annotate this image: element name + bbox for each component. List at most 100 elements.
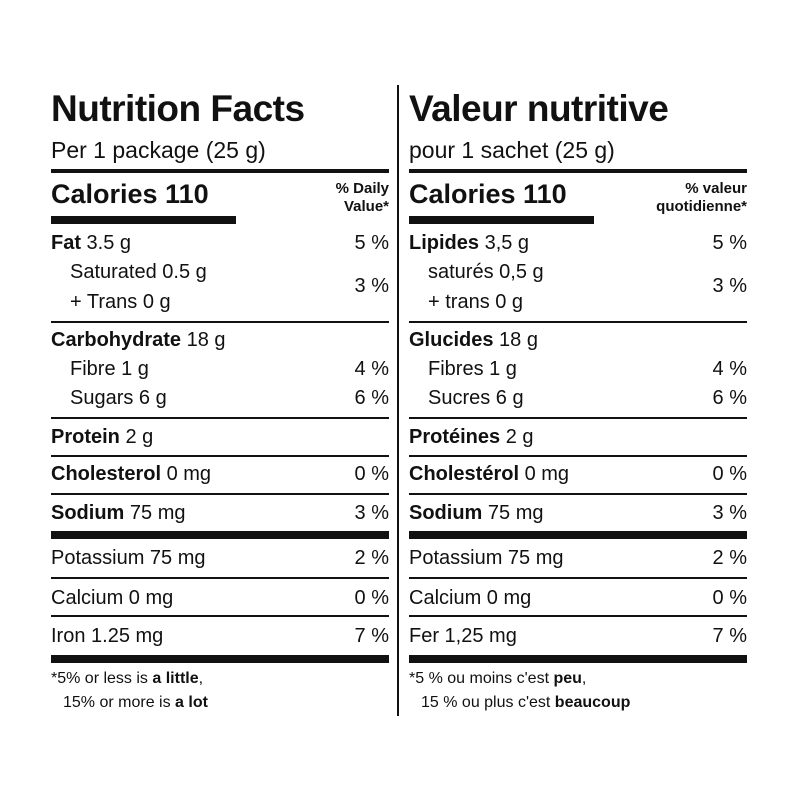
nutrient-name: Cholesterol (51, 463, 162, 485)
daily-value-percent: 6 % (712, 387, 747, 409)
divider-line (51, 615, 389, 617)
daily-value-percent: 5 % (712, 232, 747, 254)
divider-line (409, 321, 747, 323)
divider-line (51, 169, 389, 173)
daily-value-percent: 2 % (712, 547, 747, 569)
nutrient-amount: Saturated 0.5 g (70, 261, 207, 283)
nutrient-row: saturés 0,5 g (409, 260, 747, 284)
footnote: *5 % ou moins c'est peu, 15 % ou plus c'e… (409, 667, 630, 715)
daily-value-percent: 0 % (354, 587, 389, 609)
footnote-bold: a little (152, 670, 199, 687)
nutrient-amount: 18 g (181, 329, 226, 351)
nutrient-name: Glucides (409, 329, 494, 351)
nutrient-amount: Fibres 1 g (428, 358, 517, 380)
nutrient-amount: + Trans 0 g (70, 291, 171, 313)
divider-line (409, 615, 747, 617)
footnote-bold: a lot (175, 694, 208, 711)
divider-line (409, 455, 747, 457)
daily-value-percent: 0 % (712, 463, 747, 485)
footnote-bold: peu (553, 670, 582, 687)
footnote-text: , (198, 670, 204, 687)
nutrient-amount: Calcium 0 mg (409, 587, 532, 609)
nutrient-row: Potassium 75 mg 2 % (409, 546, 747, 570)
nutrient-amount: 3.5 g (81, 232, 132, 254)
divider-line (409, 577, 747, 579)
nutrient-name: Sodium (409, 502, 483, 524)
daily-value-percent: 3 % (354, 275, 389, 297)
nutrient-amount: 75 mg (124, 502, 186, 524)
footnote-text: 15 % ou plus c'est (421, 694, 555, 711)
nutrient-amount: Iron 1.25 mg (51, 625, 164, 647)
nutrient-amount: 3,5 g (479, 232, 530, 254)
nutrition-facts-french: Valeur nutritive pour 1 sachet (25 g) Calo… (409, 0, 747, 800)
nutrition-facts-english: Nutrition Facts Per 1 package (25 g) Calor… (51, 0, 389, 800)
nutrient-name: Sodium (51, 502, 125, 524)
divider-line (409, 655, 747, 663)
nutrient-amount: Calcium 0 mg (51, 587, 174, 609)
nutrient-amount: saturés 0,5 g (428, 261, 544, 283)
dv-heading-line: quotidienne* (656, 198, 747, 215)
divider-line (51, 577, 389, 579)
divider-line (51, 455, 389, 457)
footnote-text: *5 % ou moins c'est (409, 670, 554, 687)
footnote-text: *5% or less is (51, 670, 153, 687)
nutrient-amount: 2 g (500, 426, 534, 448)
nutrient-amount: Potassium 75 mg (51, 547, 206, 569)
nutrient-amount: 0 mg (519, 463, 570, 485)
nutrient-amount: Sugars 6 g (70, 387, 167, 409)
dv-heading-line: % valeur (685, 180, 747, 197)
daily-value-percent: 4 % (712, 358, 747, 380)
label-title: Nutrition Facts (51, 88, 305, 129)
nutrient-row: Iron 1.25 mg 7 % (51, 624, 389, 648)
nutrient-row: + Trans 0 g (51, 290, 389, 314)
nutrient-amount: + trans 0 g (428, 291, 524, 313)
daily-value-percent: 5 % (354, 232, 389, 254)
nutrient-row: + trans 0 g (409, 290, 747, 314)
divider-line (409, 417, 747, 419)
nutrient-row: Sucres 6 g 6 % (409, 386, 747, 410)
nutrient-amount: Sucres 6 g (428, 387, 524, 409)
daily-value-percent: 0 % (712, 587, 747, 609)
nutrient-name: Fat (51, 232, 81, 254)
nutrient-amount: 18 g (493, 329, 538, 351)
daily-value-heading: % Daily Value* (336, 180, 389, 216)
daily-value-percent: 7 % (354, 625, 389, 647)
nutrient-row: Cholestérol 0 mg 0 % (409, 462, 747, 486)
calories: Calories 110 (51, 179, 209, 209)
divider-line (409, 169, 747, 173)
nutrient-row: Protein 2 g (51, 425, 389, 449)
nutrient-row: Sodium 75 mg 3 % (409, 501, 747, 525)
nutrient-row: Fibre 1 g 4 % (51, 357, 389, 381)
divider-line (409, 493, 747, 495)
serving-size: pour 1 sachet (25 g) (409, 137, 615, 163)
daily-value-percent: 3 % (354, 502, 389, 524)
nutrient-row: Carbohydrate 18 g (51, 328, 389, 352)
nutrient-row: Fat 3.5 g 5 % (51, 231, 389, 255)
calories-bar (51, 216, 236, 224)
nutrient-name: Cholestérol (409, 463, 520, 485)
nutrient-amount: 75 mg (482, 502, 544, 524)
nutrient-row: Fer 1,25 mg 7 % (409, 624, 747, 648)
column-divider (397, 85, 399, 716)
dv-heading-line: % Daily (335, 180, 389, 197)
dv-heading-line: Value* (343, 198, 389, 215)
daily-value-heading: % valeur quotidienne* (656, 180, 747, 216)
daily-value-percent: 6 % (354, 387, 389, 409)
footnote-text: 15% or more is (63, 694, 176, 711)
nutrient-amount: 0 mg (161, 463, 212, 485)
divider-line (409, 531, 747, 539)
calories: Calories 110 (409, 179, 567, 209)
daily-value-percent: 7 % (712, 625, 747, 647)
daily-value-percent: 3 % (712, 275, 747, 297)
nutrient-row: Protéines 2 g (409, 425, 747, 449)
nutrient-name: Protein (51, 426, 120, 448)
serving-size: Per 1 package (25 g) (51, 137, 266, 163)
nutrient-row: Saturated 0.5 g (51, 260, 389, 284)
divider-line (51, 493, 389, 495)
divider-line (51, 531, 389, 539)
nutrient-amount: 2 g (119, 426, 154, 448)
divider-line (51, 655, 389, 663)
divider-line (51, 321, 389, 323)
nutrient-row: Lipides 3,5 g 5 % (409, 231, 747, 255)
nutrient-amount: Fibre 1 g (70, 358, 149, 380)
